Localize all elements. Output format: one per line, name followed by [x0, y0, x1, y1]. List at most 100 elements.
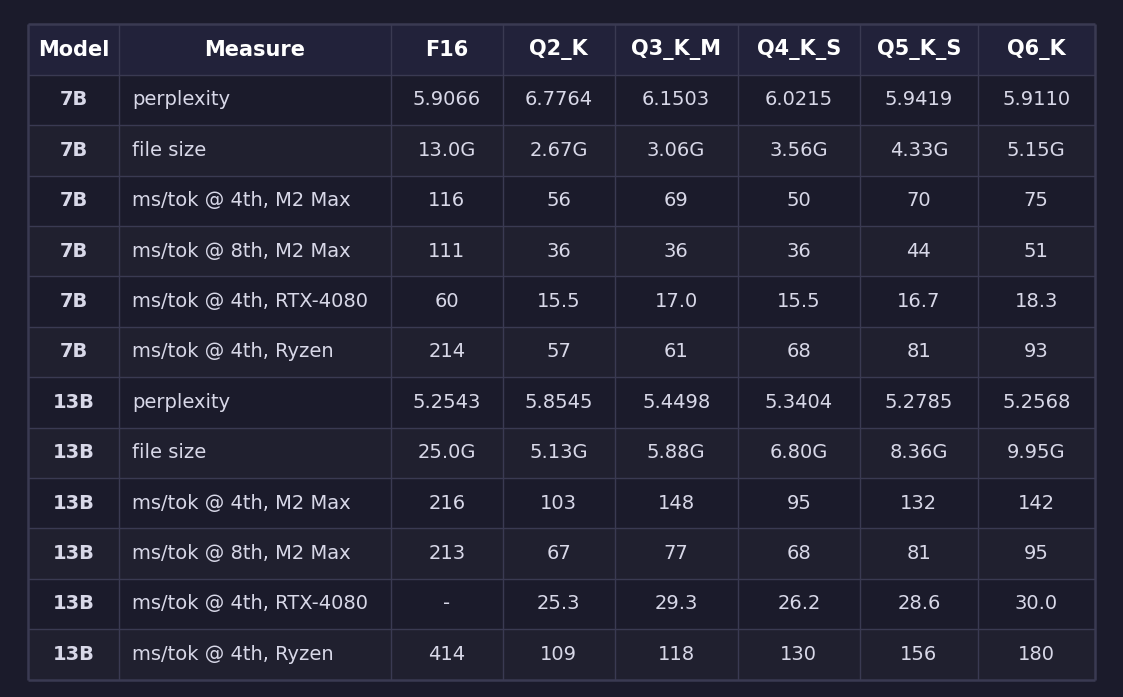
Text: ms/tok @ 4th, RTX-4080: ms/tok @ 4th, RTX-4080	[133, 292, 368, 311]
Text: 7B: 7B	[60, 242, 88, 261]
Text: Q6_K: Q6_K	[1007, 39, 1066, 60]
Text: Q2_K: Q2_K	[529, 39, 588, 60]
Text: 7B: 7B	[60, 342, 88, 362]
Text: 148: 148	[658, 493, 695, 513]
Text: ms/tok @ 4th, RTX-4080: ms/tok @ 4th, RTX-4080	[133, 595, 368, 613]
Bar	[28, 125, 1095, 176]
Bar	[28, 427, 1095, 478]
Text: ms/tok @ 8th, M2 Max: ms/tok @ 8th, M2 Max	[133, 544, 350, 563]
Text: perplexity: perplexity	[133, 393, 230, 412]
Text: 93: 93	[1024, 342, 1049, 362]
Text: -: -	[444, 595, 450, 613]
Text: ms/tok @ 4th, Ryzen: ms/tok @ 4th, Ryzen	[133, 342, 334, 362]
Text: 109: 109	[540, 645, 577, 664]
Text: 216: 216	[428, 493, 465, 513]
Text: file size: file size	[133, 443, 207, 462]
Text: 414: 414	[428, 645, 465, 664]
Text: 5.9419: 5.9419	[885, 91, 953, 109]
Bar	[28, 478, 1095, 528]
Text: file size: file size	[133, 141, 207, 160]
Text: 13B: 13B	[53, 595, 94, 613]
Text: 13.0G: 13.0G	[418, 141, 476, 160]
Text: 6.0215: 6.0215	[765, 91, 833, 109]
Text: 116: 116	[428, 191, 465, 210]
Text: 214: 214	[428, 342, 465, 362]
Text: 13B: 13B	[53, 493, 94, 513]
Text: 81: 81	[906, 544, 931, 563]
Bar	[28, 377, 1095, 427]
Text: 81: 81	[906, 342, 931, 362]
Text: 29.3: 29.3	[655, 595, 697, 613]
Text: 70: 70	[906, 191, 931, 210]
Text: 103: 103	[540, 493, 577, 513]
Text: 7B: 7B	[60, 141, 88, 160]
Text: 5.4498: 5.4498	[642, 393, 711, 412]
Bar	[28, 75, 1095, 125]
Text: 17.0: 17.0	[655, 292, 697, 311]
Text: 51: 51	[1024, 242, 1049, 261]
Text: 180: 180	[1017, 645, 1054, 664]
Text: 2.67G: 2.67G	[530, 141, 588, 160]
Text: 68: 68	[786, 342, 811, 362]
Text: 13B: 13B	[53, 544, 94, 563]
Text: 6.1503: 6.1503	[642, 91, 710, 109]
Text: Q5_K_S: Q5_K_S	[877, 39, 961, 60]
Text: 7B: 7B	[60, 292, 88, 311]
Text: 3.06G: 3.06G	[647, 141, 705, 160]
Text: 30.0: 30.0	[1015, 595, 1058, 613]
Text: Q3_K_M: Q3_K_M	[631, 39, 721, 60]
Text: Model: Model	[38, 40, 109, 60]
Text: 213: 213	[428, 544, 465, 563]
Text: 7B: 7B	[60, 191, 88, 210]
Text: 118: 118	[658, 645, 695, 664]
Text: 18.3: 18.3	[1014, 292, 1058, 311]
Text: 57: 57	[547, 342, 572, 362]
Text: perplexity: perplexity	[133, 91, 230, 109]
Text: 50: 50	[786, 191, 811, 210]
Bar	[28, 176, 1095, 226]
Text: 15.5: 15.5	[537, 292, 581, 311]
Text: 156: 156	[901, 645, 938, 664]
Text: 95: 95	[786, 493, 811, 513]
Bar	[28, 277, 1095, 327]
Text: 5.2568: 5.2568	[1002, 393, 1070, 412]
Text: 77: 77	[664, 544, 688, 563]
Text: 6.80G: 6.80G	[769, 443, 828, 462]
Text: 9.95G: 9.95G	[1007, 443, 1066, 462]
Text: 5.15G: 5.15G	[1007, 141, 1066, 160]
Text: 13B: 13B	[53, 393, 94, 412]
Text: 56: 56	[547, 191, 572, 210]
Text: 16.7: 16.7	[897, 292, 941, 311]
Bar	[28, 579, 1095, 629]
Text: 36: 36	[786, 242, 811, 261]
Text: 6.7764: 6.7764	[524, 91, 593, 109]
Text: 15.5: 15.5	[777, 292, 821, 311]
Text: 5.9066: 5.9066	[413, 91, 481, 109]
Text: 67: 67	[547, 544, 572, 563]
Text: 111: 111	[428, 242, 465, 261]
Text: 3.56G: 3.56G	[769, 141, 828, 160]
Bar	[28, 226, 1095, 277]
Text: 7B: 7B	[60, 91, 88, 109]
Text: 5.13G: 5.13G	[530, 443, 588, 462]
Text: 61: 61	[664, 342, 688, 362]
Text: 132: 132	[901, 493, 938, 513]
Bar	[28, 629, 1095, 680]
Bar	[28, 24, 1095, 75]
Text: 13B: 13B	[53, 645, 94, 664]
Text: 25.3: 25.3	[537, 595, 581, 613]
Text: ms/tok @ 4th, M2 Max: ms/tok @ 4th, M2 Max	[133, 493, 350, 513]
Text: ms/tok @ 4th, M2 Max: ms/tok @ 4th, M2 Max	[133, 191, 350, 210]
Text: Measure: Measure	[204, 40, 305, 60]
Text: 5.8545: 5.8545	[524, 393, 593, 412]
Text: 25.0G: 25.0G	[418, 443, 476, 462]
Text: 5.88G: 5.88G	[647, 443, 705, 462]
Text: ms/tok @ 4th, Ryzen: ms/tok @ 4th, Ryzen	[133, 645, 334, 664]
Text: ms/tok @ 8th, M2 Max: ms/tok @ 8th, M2 Max	[133, 242, 350, 261]
Text: 13B: 13B	[53, 443, 94, 462]
Text: 44: 44	[906, 242, 931, 261]
Text: 36: 36	[664, 242, 688, 261]
Text: F16: F16	[426, 40, 468, 60]
Text: 5.2543: 5.2543	[412, 393, 481, 412]
Text: 28.6: 28.6	[897, 595, 941, 613]
